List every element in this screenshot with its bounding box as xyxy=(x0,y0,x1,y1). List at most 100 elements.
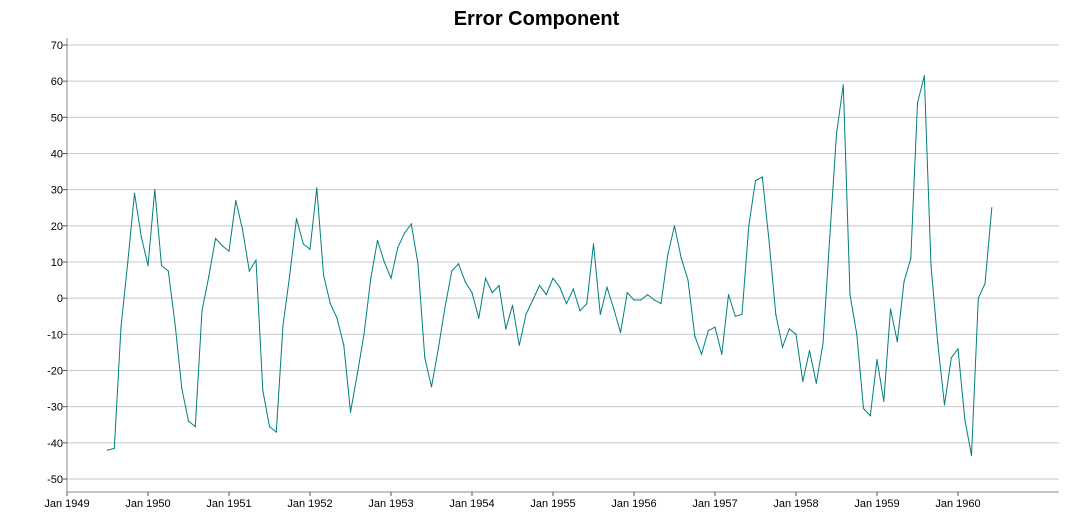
data-point xyxy=(646,294,649,296)
y-tick-label: -30 xyxy=(47,402,63,414)
data-point xyxy=(289,274,291,276)
data-point xyxy=(606,286,608,288)
data-point xyxy=(883,400,885,402)
data-point xyxy=(221,245,223,247)
data-point xyxy=(478,317,480,319)
x-tick-label: Jan 1958 xyxy=(773,498,818,510)
data-point xyxy=(511,304,514,306)
data-point xyxy=(167,270,169,272)
data-point xyxy=(309,248,311,250)
data-point xyxy=(815,382,817,384)
axes xyxy=(66,38,1059,493)
data-point xyxy=(208,275,210,278)
data-point xyxy=(518,344,520,346)
data-point xyxy=(147,265,149,267)
x-axis-ticks: Jan 1949 Jan 1950 Jan 1951 Jan 1952 Jan 1953… xyxy=(44,492,981,510)
y-axis-ticks: 70 60 50 40 30 20 10 0 -10 -20 -30 -40 -50 xyxy=(47,40,67,486)
data-point xyxy=(174,322,176,325)
data-point xyxy=(228,250,230,252)
data-point xyxy=(748,225,750,227)
data-point xyxy=(964,418,966,420)
data-point xyxy=(970,454,973,457)
data-point xyxy=(268,426,271,428)
data-point xyxy=(795,333,797,335)
data-point xyxy=(768,239,770,241)
data-point xyxy=(120,326,122,328)
data-point xyxy=(538,284,541,287)
data-point xyxy=(984,283,986,285)
data-point xyxy=(842,84,844,86)
data-point xyxy=(282,324,284,326)
data-point xyxy=(700,353,703,355)
data-point xyxy=(322,274,325,276)
data-point xyxy=(619,331,622,334)
data-point xyxy=(754,180,757,182)
data-point xyxy=(835,133,838,135)
data-point xyxy=(930,265,932,267)
data-point xyxy=(383,261,385,263)
data-point xyxy=(808,350,811,352)
y-tick-label: 70 xyxy=(51,40,63,52)
data-point xyxy=(862,407,865,410)
data-point xyxy=(397,246,399,249)
data-point xyxy=(275,431,277,433)
data-point xyxy=(822,342,824,344)
data-point xyxy=(849,294,851,296)
data-point xyxy=(903,281,905,283)
x-tick-label: Jan 1955 xyxy=(530,498,575,510)
data-point xyxy=(201,310,203,312)
data-point xyxy=(775,313,777,315)
data-point xyxy=(876,359,878,361)
data-point xyxy=(248,270,250,272)
data-point xyxy=(660,303,662,305)
data-point xyxy=(235,199,237,202)
data-point xyxy=(896,341,898,343)
data-point xyxy=(977,297,979,299)
data-point xyxy=(484,277,487,279)
data-point xyxy=(802,380,804,382)
data-point xyxy=(154,189,156,191)
y-tick-label: -10 xyxy=(47,329,63,341)
data-point xyxy=(532,299,534,301)
data-point xyxy=(572,288,574,290)
x-tick-label: Jan 1950 xyxy=(125,498,170,510)
data-point xyxy=(869,415,871,417)
data-point xyxy=(363,333,365,335)
data-point xyxy=(437,348,439,350)
data-point xyxy=(714,326,716,328)
data-point xyxy=(181,388,183,390)
data-point xyxy=(788,328,790,330)
data-point xyxy=(464,281,466,283)
data-point xyxy=(923,75,925,77)
y-tick-label: 60 xyxy=(51,76,63,88)
data-point xyxy=(187,420,190,422)
data-point xyxy=(336,317,338,319)
data-point xyxy=(781,346,784,348)
gridlines xyxy=(67,44,1059,480)
data-point xyxy=(140,236,142,238)
data-point xyxy=(559,286,561,288)
y-tick-label: -50 xyxy=(47,474,63,486)
data-point xyxy=(106,449,109,451)
data-point xyxy=(950,357,952,359)
data-point xyxy=(444,306,446,308)
data-point xyxy=(761,176,763,178)
data-point xyxy=(653,299,655,301)
x-tick-label: Jan 1957 xyxy=(692,498,737,510)
data-point xyxy=(673,225,676,227)
x-tick-label: Jan 1960 xyxy=(935,498,980,510)
data-point xyxy=(113,447,115,449)
data-point xyxy=(241,228,244,230)
data-point xyxy=(943,404,946,406)
data-point xyxy=(916,102,919,104)
data-point xyxy=(586,303,588,305)
y-tick-label: 0 xyxy=(57,293,63,305)
data-point xyxy=(295,218,298,220)
data-point xyxy=(451,270,453,272)
x-tick-label: Jan 1956 xyxy=(611,498,656,510)
data-point xyxy=(376,239,379,241)
data-point xyxy=(525,313,527,315)
y-tick-label: -40 xyxy=(47,438,63,450)
data-point xyxy=(640,299,642,301)
